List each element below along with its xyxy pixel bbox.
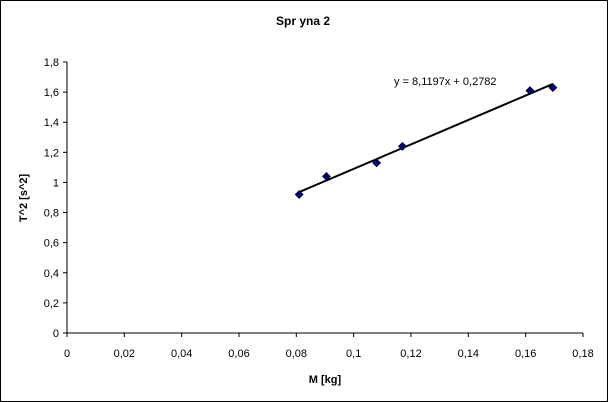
trendline [298, 82, 554, 194]
x-axis-ticks: 0 0,02 0,04 0,06 0,08 0,1 0,12 0,14 0,16 0,18 [64, 333, 594, 360]
data-point-marker [548, 83, 558, 93]
data-point-marker [294, 190, 304, 199]
x-tick-label: 0,14 [458, 348, 479, 360]
y-tick-label: 1,6 [44, 87, 59, 99]
x-tick-label: 0,08 [286, 348, 307, 360]
y-tick-label: 0 [53, 328, 59, 340]
y-tick-label: 0,6 [44, 238, 59, 250]
data-point-marker [322, 171, 331, 181]
y-tick-label: 0,2 [44, 298, 59, 310]
data-point-marker [525, 86, 535, 96]
data-points [294, 83, 558, 199]
trendline-equation: y = 8,1197x + 0,2782 [394, 76, 497, 88]
x-tick-label: 0,16 [515, 348, 536, 360]
x-tick-label: 0,18 [572, 348, 593, 360]
x-tick-label: 0,06 [228, 348, 249, 360]
y-axis-label: T^2 [s^2] [18, 174, 30, 223]
x-tick-label: 0,1 [346, 348, 361, 360]
y-axis-ticks: 0 0,2 0,4 0,6 0,8 1 1,2 1,4 1,6 1,8 [44, 57, 67, 340]
y-tick-label: 0,4 [44, 268, 59, 280]
y-tick-label: 1,2 [44, 147, 59, 159]
y-tick-label: 1,4 [44, 117, 59, 129]
x-axis-label: M [kg] [309, 374, 342, 386]
x-tick-label: 0,04 [171, 348, 192, 360]
y-tick-label: 1,8 [44, 57, 59, 69]
y-tick-label: 1 [53, 177, 59, 189]
data-point-marker [372, 158, 382, 168]
data-point-marker [397, 141, 407, 151]
x-tick-label: 0,12 [400, 348, 421, 360]
x-tick-label: 0,02 [114, 348, 135, 360]
y-tick-label: 0,8 [44, 208, 59, 220]
chart-title: Spr yna 2 [276, 14, 330, 28]
x-tick-label: 0 [64, 348, 70, 360]
